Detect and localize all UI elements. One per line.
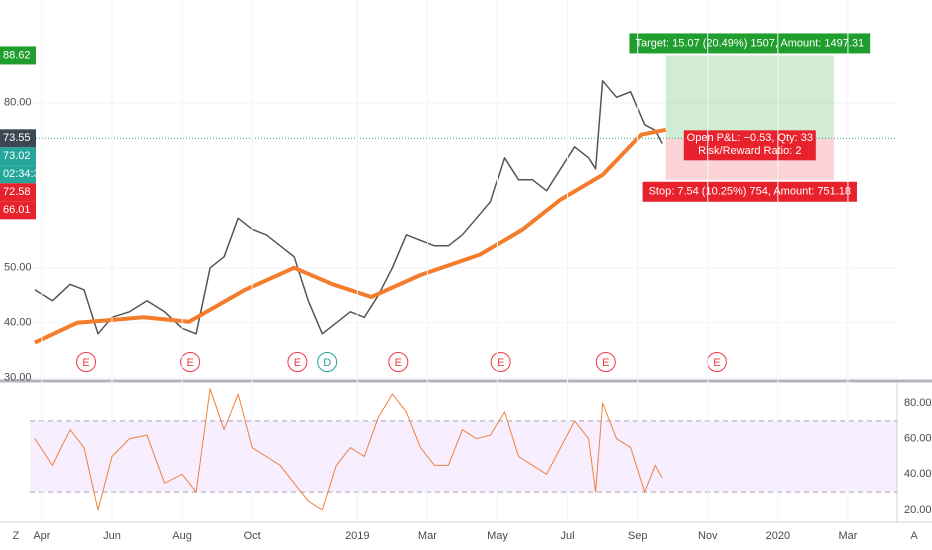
price-label: 66.01 [3,204,31,216]
x-tick-label: May [487,530,508,542]
target-zone [665,55,834,139]
event-marker [76,352,97,372]
price-label-box [0,183,36,202]
x-tick-label: Sep [628,530,648,542]
rr-label: Risk/Reward Ratio: 2 [698,145,801,157]
event-marker [317,352,338,372]
price-label-box [0,201,36,220]
target-label-box [629,33,871,54]
event-label: E [186,357,193,369]
x-tick-label: Mar [418,530,437,542]
countdown-box [0,165,36,184]
stop-label-box [642,181,858,202]
price-line [34,80,663,335]
y-tick-label: 80.00 [904,397,932,409]
x-tick-label: Aug [172,530,192,542]
event-marker [388,352,409,372]
event-label: D [323,357,331,369]
y-tick-label: 20.00 [904,504,932,516]
rsi-line [34,388,663,511]
x-tick-label: Jul [561,530,575,542]
event-marker [595,352,616,372]
price-label: 73.55 [3,132,31,144]
price-label-box [0,46,36,65]
y-tick-label: 60.00 [904,433,932,445]
price-label: 88.62 [3,49,31,61]
price-label-box [0,129,36,148]
countdown-label: 02:34:3 [3,168,40,180]
pnl-box [683,130,816,161]
x-tick-label: Jun [103,530,121,542]
event-label: E [82,357,89,369]
event-label: E [713,357,720,369]
footer-right[interactable]: A [910,530,918,542]
target-label: Target: 15.07 (20.49%) 1507, Amount: 149… [635,37,864,49]
event-label: E [294,357,301,369]
price-label-box [0,147,36,166]
x-tick-label: Apr [33,530,50,542]
event-label: E [497,357,504,369]
price-label: 72.58 [3,186,31,198]
x-tick-label: 2020 [766,530,790,542]
event-marker [180,352,201,372]
rsi-band [30,420,897,493]
footer-left[interactable]: Z [13,530,20,542]
x-tick-label: Oct [244,530,261,542]
event-label: E [395,357,402,369]
y-tick-label: 30.00 [4,372,32,384]
x-tick-label: Mar [838,530,857,542]
event-marker [287,352,308,372]
y-tick-label: 40.00 [4,317,32,329]
moving-average [34,127,667,345]
event-marker [490,352,511,372]
price-label: 73.02 [3,150,31,162]
y-tick-label: 50.00 [4,262,32,274]
event-label: E [602,357,609,369]
y-tick-label: 40.00 [904,468,932,480]
x-tick-label: 2019 [345,530,369,542]
pnl-label: Open P&L: −0.53, Qty: 33 [687,132,813,144]
y-tick-label: 80.00 [4,97,32,109]
stop-label: Stop: 7.54 (10.25%) 754, Amount: 751.18 [649,186,851,198]
x-tick-label: Nov [698,530,718,542]
